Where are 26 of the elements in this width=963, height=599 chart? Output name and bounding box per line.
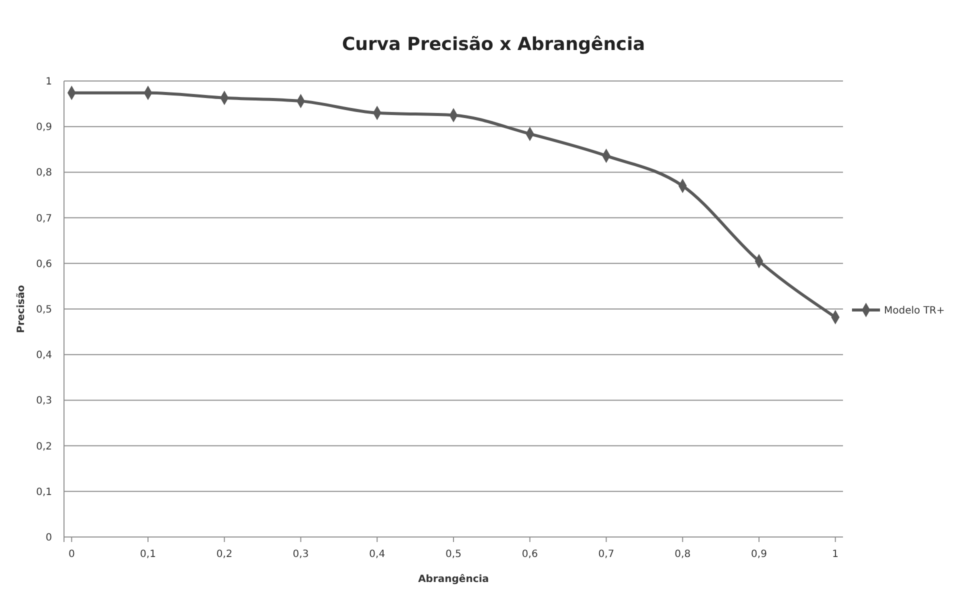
y-tick-label: 0,3	[36, 396, 52, 407]
x-tick-label: 0	[68, 549, 75, 560]
y-tick-label: 0,5	[36, 304, 52, 316]
y-tick-label: 1	[46, 76, 52, 88]
y-axis-title: Precisão	[16, 284, 27, 333]
legend-label: Modelo TR+	[884, 306, 945, 316]
y-tick-label: 0,1	[36, 486, 52, 498]
y-tick-label: 0,7	[36, 213, 52, 224]
x-tick-label: 1	[832, 549, 839, 560]
y-tick-label: 0,9	[36, 122, 52, 134]
x-tick-label: 0,8	[674, 549, 691, 560]
x-tick-label: 0,5	[446, 549, 462, 560]
x-tick-label: 0,4	[369, 549, 386, 560]
x-tick-label: 0,7	[598, 549, 614, 560]
x-tick-label: 0,9	[751, 549, 767, 560]
y-tick-label: 0,8	[36, 168, 52, 179]
x-axis-title: Abrangência	[418, 574, 489, 585]
x-tick-label: 0,3	[292, 549, 309, 560]
y-tick-label: 0,4	[36, 350, 52, 362]
chart-title: Curva Precisão x Abrangência	[342, 34, 646, 55]
x-tick-label: 0,6	[522, 549, 538, 560]
y-tick-label: 0	[46, 532, 52, 544]
y-tick-label: 0,6	[36, 258, 52, 270]
y-tick-label: 0,2	[36, 441, 52, 452]
x-tick-label: 0,1	[140, 549, 156, 560]
x-tick-label: 0,2	[216, 549, 232, 560]
